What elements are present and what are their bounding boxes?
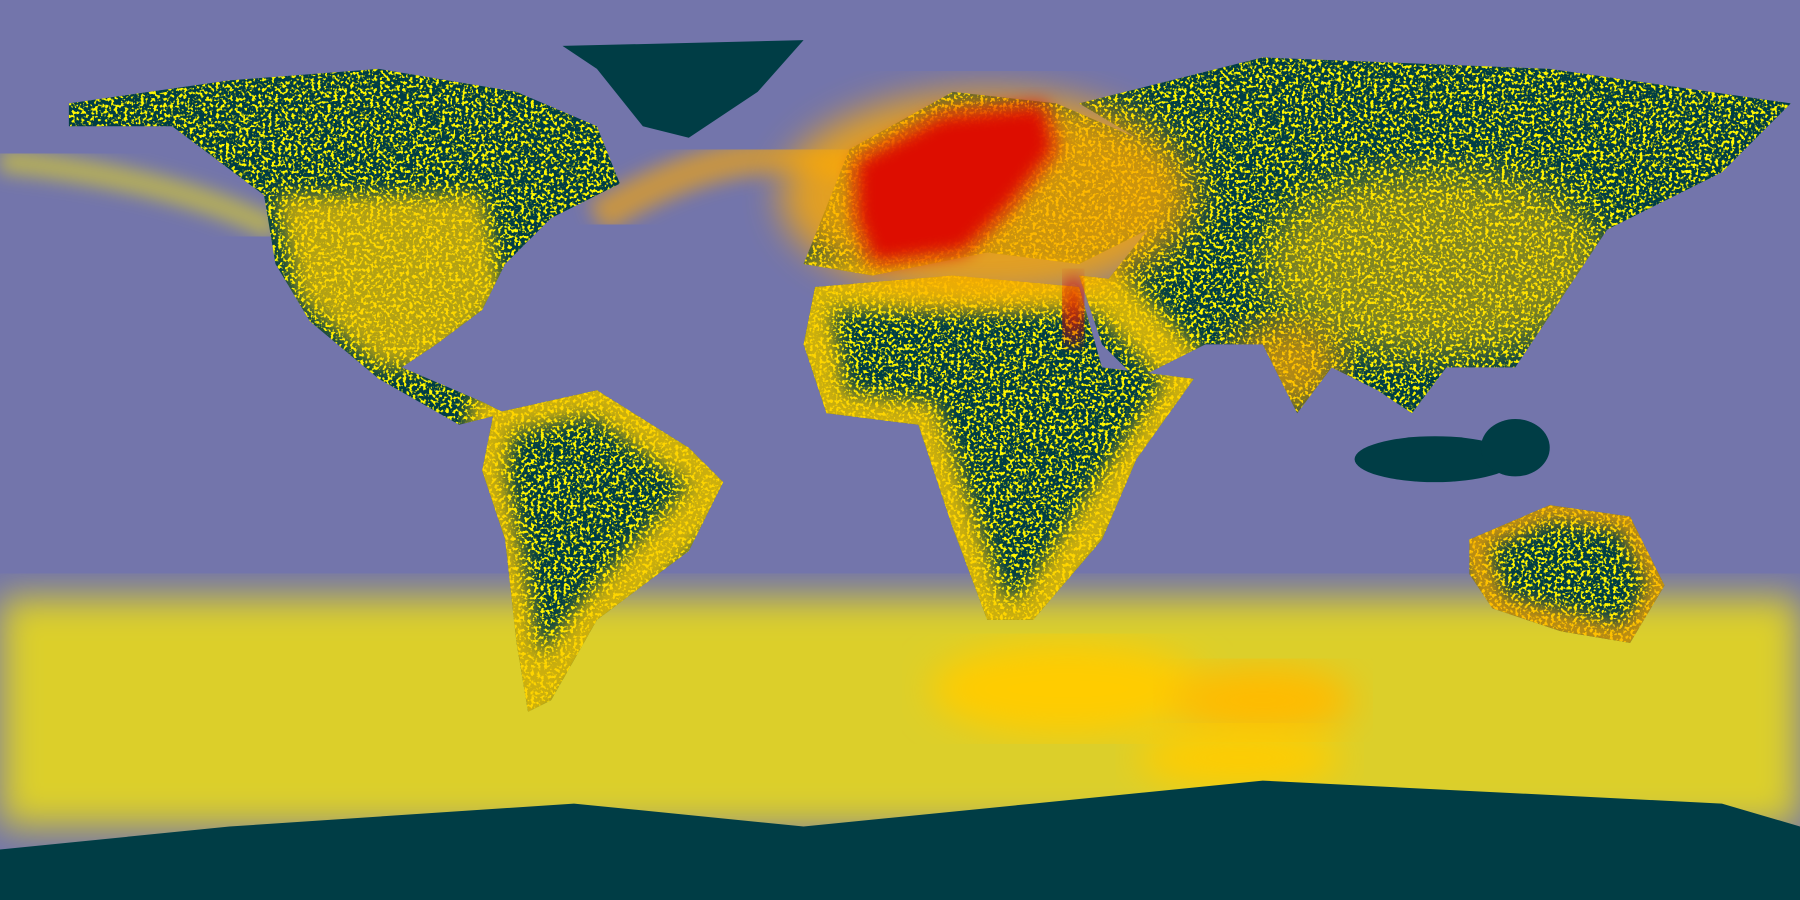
land-layer — [0, 40, 1800, 900]
antarctica — [0, 780, 1800, 900]
ocean-density-layer — [0, 138, 1800, 827]
europe-hotspot — [780, 91, 1194, 345]
greenland — [562, 40, 804, 138]
